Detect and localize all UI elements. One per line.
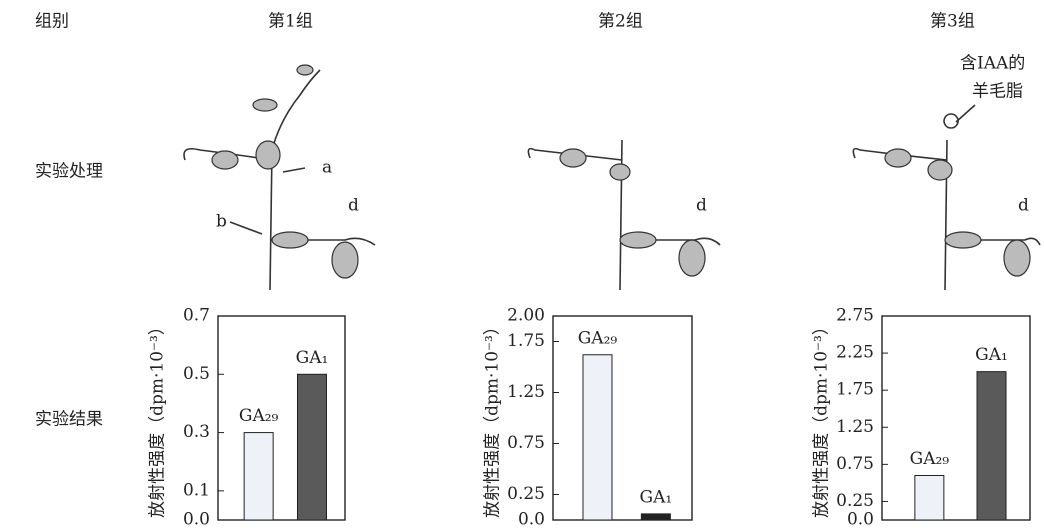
y-tick-label: 2.25 bbox=[836, 343, 874, 363]
figure: 组别 第1组 第2组 第3组 实验处理 实验结果 a b d d d 含IAA的… bbox=[0, 0, 1044, 528]
plant-label: d bbox=[348, 196, 359, 216]
y-tick-label: 0.0 bbox=[183, 510, 210, 528]
y-tick-label: 0.1 bbox=[183, 480, 210, 500]
y-axis-title: 放射性强度（dpm·10⁻³） bbox=[483, 318, 503, 518]
y-tick-label: 0.0 bbox=[518, 510, 545, 528]
y-tick-label: 0.5 bbox=[183, 364, 210, 384]
y-tick-label: 0.75 bbox=[836, 454, 874, 474]
bar-label: GA₂₉ bbox=[578, 328, 618, 348]
bar bbox=[977, 372, 1006, 520]
bar bbox=[915, 475, 944, 520]
y-tick-label: 0.25 bbox=[836, 491, 874, 511]
plant-label: a bbox=[322, 158, 332, 178]
bar-label: GA₁ bbox=[640, 487, 673, 507]
bar-label: GA₁ bbox=[296, 348, 329, 368]
row-label: 实验结果 bbox=[35, 410, 103, 430]
y-tick-label: 2.75 bbox=[836, 306, 874, 326]
y-tick-label: 1.25 bbox=[507, 382, 545, 402]
row-label: 实验处理 bbox=[35, 162, 103, 182]
plant-label: b bbox=[216, 212, 227, 232]
bar-label: GA₁ bbox=[975, 345, 1008, 365]
plant-label: d bbox=[696, 196, 707, 216]
group-title: 第3组 bbox=[930, 12, 975, 32]
y-tick-label: 0.0 bbox=[847, 510, 874, 528]
y-tick-label: 0.25 bbox=[507, 484, 545, 504]
bar-label: GA₂₉ bbox=[239, 406, 279, 426]
bar bbox=[583, 355, 612, 520]
plant-label: 含IAA的 bbox=[960, 54, 1025, 74]
y-tick-label: 1.75 bbox=[507, 331, 545, 351]
y-tick-label: 1.25 bbox=[836, 417, 874, 437]
group-title: 第2组 bbox=[598, 12, 643, 32]
bar bbox=[244, 433, 273, 520]
y-tick-label: 2.00 bbox=[507, 306, 545, 326]
bar-label: GA₂₉ bbox=[910, 449, 950, 469]
bar bbox=[297, 374, 326, 520]
plant-label: 羊毛脂 bbox=[972, 82, 1023, 102]
y-tick-label: 0.75 bbox=[507, 433, 545, 453]
plant-drawing bbox=[184, 65, 1040, 290]
group-title: 第1组 bbox=[268, 12, 313, 32]
y-tick-label: 0.3 bbox=[183, 422, 210, 442]
bar bbox=[641, 514, 670, 520]
row-header: 组别 bbox=[35, 12, 69, 32]
y-tick-label: 1.75 bbox=[836, 380, 874, 400]
y-axis-title: 放射性强度（dpm·10⁻³） bbox=[812, 318, 832, 518]
y-tick-label: 0.7 bbox=[183, 306, 210, 326]
y-axis-title: 放射性强度（dpm·10⁻³） bbox=[148, 318, 168, 518]
plant-label: d bbox=[1018, 196, 1029, 216]
